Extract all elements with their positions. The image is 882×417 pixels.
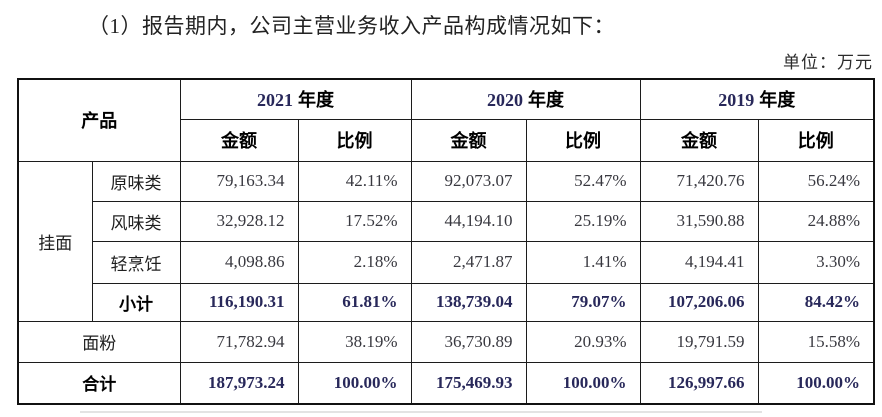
- year-2019-suffix: 年度: [759, 90, 796, 111]
- revenue-composition-table: 产品 2021 年度 2020 年度 2019 年度 金额 比例 金额 比例 金额 比…: [17, 78, 875, 405]
- header-product: 产品: [17, 78, 181, 162]
- cell-ratio-2019: 84.42%: [757, 282, 875, 322]
- header-ratio-2021: 比例: [297, 118, 412, 162]
- year-2020-number: 2020: [487, 90, 523, 111]
- cell-amount-2021: 79,163.34: [179, 160, 299, 202]
- cell-ratio-2019: 15.58%: [757, 320, 875, 363]
- cell-amount-2020: 36,730.89: [410, 320, 527, 363]
- cell-ratio-2019: 100.00%: [757, 361, 875, 405]
- header-row-metrics: 金额 比例 金额 比例 金额 比例: [18, 118, 875, 162]
- group-label-noodles: 挂面: [17, 160, 93, 322]
- cell-amount-2021: 32,928.12: [179, 200, 299, 242]
- row-label-subtotal: 小计: [91, 282, 181, 322]
- unit-note: 单位：万元: [783, 53, 873, 72]
- cell-ratio-2020: 25.19%: [525, 200, 641, 242]
- row-label-yuanwei: 原味类: [91, 160, 181, 202]
- cell-ratio-2020: 1.41%: [525, 240, 641, 284]
- cell-amount-2021: 71,782.94: [179, 320, 299, 363]
- cell-amount-2021: 116,190.31: [179, 282, 299, 322]
- row-label-flour: 面粉: [17, 320, 181, 363]
- page-title: （1）报告期内，公司主营业务收入产品构成情况如下：: [88, 14, 615, 38]
- cell-ratio-2020: 20.93%: [525, 320, 641, 363]
- cell-ratio-2020: 52.47%: [525, 160, 641, 202]
- year-2020-suffix: 年度: [528, 90, 564, 111]
- header-year-2020: 2020 年度: [410, 78, 641, 120]
- header-amount-2019: 金额: [639, 118, 759, 162]
- cell-ratio-2020: 100.00%: [525, 361, 641, 405]
- cell-ratio-2021: 38.19%: [297, 320, 412, 363]
- cell-amount-2019: 71,420.76: [639, 160, 759, 202]
- cell-amount-2020: 175,469.93: [410, 361, 527, 405]
- cell-amount-2019: 126,997.66: [639, 361, 759, 405]
- cell-ratio-2021: 42.11%: [297, 160, 412, 202]
- cell-amount-2020: 138,739.04: [410, 282, 527, 322]
- cell-amount-2019: 19,791.59: [639, 320, 759, 363]
- year-2019-number: 2019: [718, 90, 755, 111]
- table-row-yuanwei: 挂面 原味类 79,163.34 42.11% 92,073.07 52.47%…: [17, 160, 875, 322]
- header-amount-2021: 金额: [179, 118, 299, 162]
- header-amount-2020: 金额: [410, 118, 527, 162]
- cell-ratio-2019: 56.24%: [757, 160, 875, 202]
- table-row-fengwei: 风味类 32,928.12 17.52% 44,194.10 25.19% 31…: [18, 200, 875, 242]
- cell-amount-2019: 107,206.06: [639, 282, 759, 322]
- table-row-flour: 面粉 71,782.94 38.19% 36,730.89 20.93% 19,…: [17, 320, 875, 363]
- cell-ratio-2021: 2.18%: [297, 240, 412, 284]
- header-row-years: 产品 2021 年度 2020 年度 2019 年度: [17, 78, 875, 162]
- row-label-total: 合计: [17, 361, 181, 405]
- table-row-subtotal: 小计 116,190.31 61.81% 138,739.04 79.07% 1…: [18, 282, 875, 322]
- table-row-qingpengren: 轻烹饪 4,098.86 2.18% 2,471.87 1.41% 4,194.…: [18, 240, 875, 284]
- cell-ratio-2019: 3.30%: [757, 240, 875, 284]
- header-ratio-2019: 比例: [757, 118, 875, 162]
- cell-amount-2020: 92,073.07: [410, 160, 527, 202]
- table-row-total: 合计 187,973.24 100.00% 175,469.93 100.00%…: [17, 361, 875, 405]
- header-year-2019: 2019 年度: [639, 78, 875, 120]
- cell-ratio-2021: 61.81%: [297, 282, 412, 322]
- row-label-qingpengren: 轻烹饪: [91, 240, 181, 284]
- year-2021-number: 2021: [257, 90, 293, 111]
- cell-amount-2021: 4,098.86: [179, 240, 299, 284]
- cell-ratio-2019: 24.88%: [757, 200, 875, 242]
- year-2021-suffix: 年度: [298, 90, 334, 111]
- row-label-fengwei: 风味类: [91, 200, 181, 242]
- cell-ratio-2021: 100.00%: [297, 361, 412, 405]
- cell-amount-2020: 2,471.87: [410, 240, 527, 284]
- scan-artifact-line: [80, 411, 762, 413]
- cell-ratio-2021: 17.52%: [297, 200, 412, 242]
- cell-amount-2019: 31,590.88: [639, 200, 759, 242]
- cell-ratio-2020: 79.07%: [525, 282, 641, 322]
- cell-amount-2019: 4,194.41: [639, 240, 759, 284]
- header-year-2021: 2021 年度: [179, 78, 412, 120]
- cell-amount-2021: 187,973.24: [179, 361, 299, 405]
- header-ratio-2020: 比例: [525, 118, 641, 162]
- cell-amount-2020: 44,194.10: [410, 200, 527, 242]
